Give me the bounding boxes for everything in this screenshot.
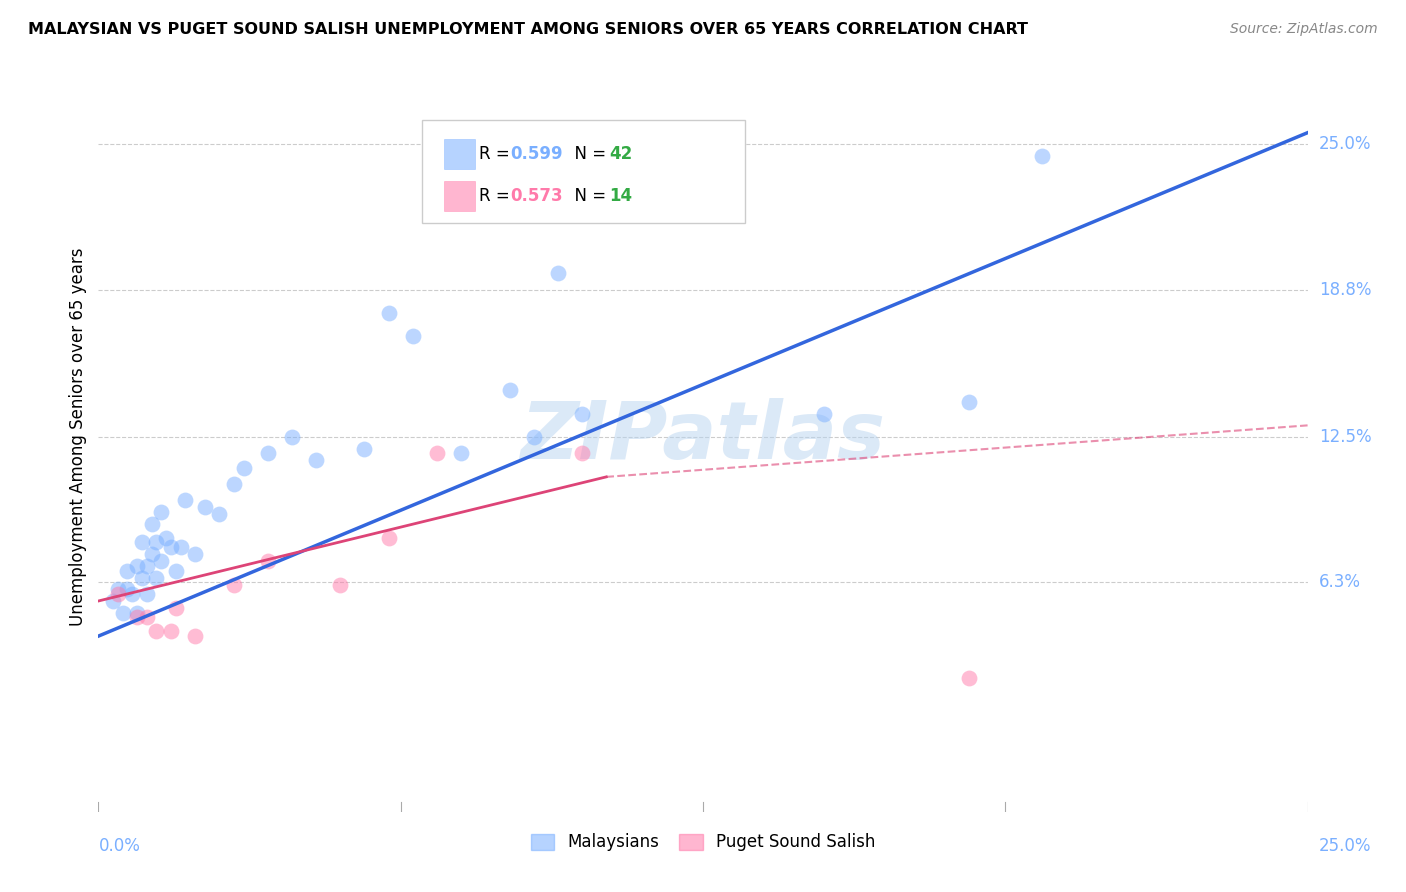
Point [107, 587, 129, 601]
Text: 14: 14 [609, 187, 631, 205]
Point [107, 582, 129, 597]
Point [571, 407, 593, 421]
Point [329, 577, 352, 591]
Point [141, 547, 163, 561]
Point [117, 582, 139, 597]
Text: R =: R = [479, 187, 516, 205]
Text: R =: R = [479, 145, 516, 163]
Point [135, 587, 157, 601]
Point [377, 306, 399, 320]
Point [232, 460, 254, 475]
Point [222, 476, 245, 491]
Point [160, 624, 183, 639]
Text: N =: N = [564, 187, 612, 205]
Point [957, 395, 980, 409]
Point [184, 547, 207, 561]
Point [450, 446, 472, 460]
Text: ZIPatlas: ZIPatlas [520, 398, 886, 476]
Text: 25.0%: 25.0% [1319, 837, 1371, 855]
Text: N =: N = [564, 145, 612, 163]
Point [305, 453, 328, 467]
Point [184, 629, 207, 643]
Text: 0.573: 0.573 [510, 187, 562, 205]
Point [145, 571, 167, 585]
Point [169, 540, 191, 554]
Point [121, 587, 143, 601]
Point [117, 564, 139, 578]
Point [523, 430, 546, 444]
Y-axis label: Unemployment Among Seniors over 65 years: Unemployment Among Seniors over 65 years [69, 248, 87, 626]
Point [131, 571, 153, 585]
Point [498, 384, 520, 398]
Point [127, 606, 149, 620]
Text: 12.5%: 12.5% [1319, 428, 1371, 446]
Point [353, 442, 375, 456]
Point [131, 535, 153, 549]
Text: 0.0%: 0.0% [98, 837, 141, 855]
Point [160, 540, 183, 554]
Point [127, 610, 149, 624]
Text: MALAYSIAN VS PUGET SOUND SALISH UNEMPLOYMENT AMONG SENIORS OVER 65 YEARS CORRELA: MALAYSIAN VS PUGET SOUND SALISH UNEMPLOY… [28, 22, 1028, 37]
Point [377, 531, 399, 545]
Point [135, 610, 157, 624]
Point [813, 407, 835, 421]
Point [135, 558, 157, 573]
Point [165, 564, 187, 578]
Point [547, 266, 569, 280]
Point [145, 535, 167, 549]
Text: Source: ZipAtlas.com: Source: ZipAtlas.com [1230, 22, 1378, 37]
Point [571, 446, 593, 460]
Point [174, 493, 197, 508]
Point [111, 606, 134, 620]
Point [222, 577, 245, 591]
Text: 6.3%: 6.3% [1319, 574, 1361, 591]
Point [957, 671, 980, 685]
Point [155, 531, 177, 545]
Text: 25.0%: 25.0% [1319, 136, 1371, 153]
Point [127, 558, 149, 573]
Point [426, 446, 449, 460]
Text: 0.599: 0.599 [510, 145, 562, 163]
Point [194, 500, 217, 515]
Point [281, 430, 304, 444]
Point [1031, 149, 1053, 163]
Text: 18.8%: 18.8% [1319, 281, 1371, 299]
Point [101, 594, 124, 608]
Point [141, 516, 163, 531]
Point [208, 508, 231, 522]
Point [150, 554, 173, 568]
Point [150, 505, 173, 519]
Point [402, 329, 425, 343]
Text: 42: 42 [609, 145, 633, 163]
Point [145, 624, 167, 639]
Legend: Malaysians, Puget Sound Salish: Malaysians, Puget Sound Salish [523, 825, 883, 860]
Point [165, 601, 187, 615]
Point [256, 554, 278, 568]
Point [256, 446, 278, 460]
